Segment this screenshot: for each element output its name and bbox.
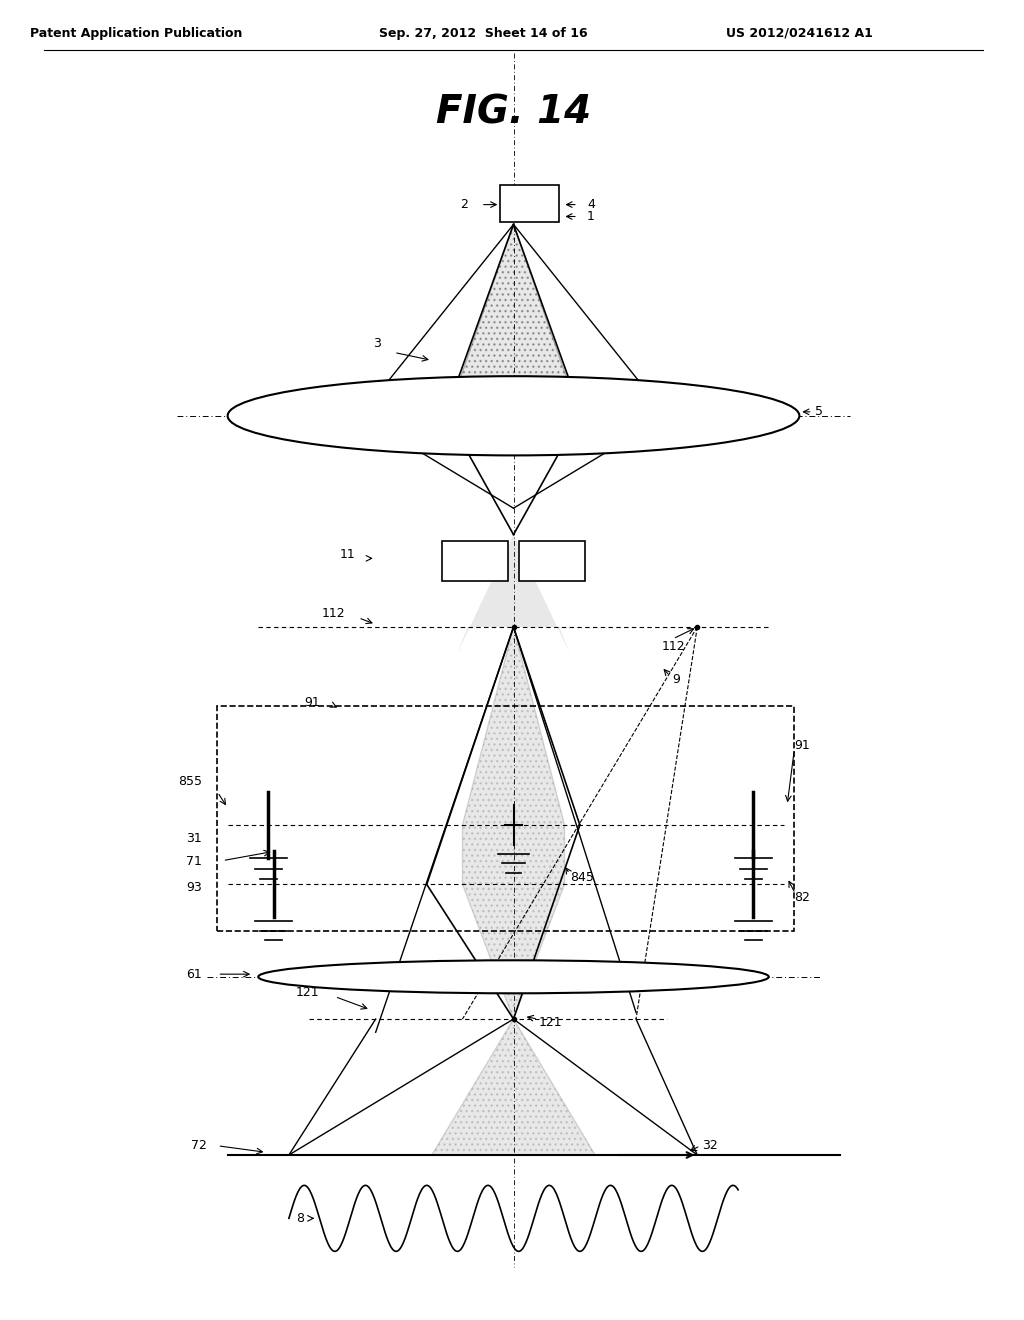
Text: 4: 4 (587, 198, 595, 211)
Text: 855: 855 (178, 775, 202, 788)
Text: 9: 9 (672, 673, 680, 686)
Text: 11: 11 (340, 548, 355, 561)
Polygon shape (458, 535, 569, 653)
Text: 93: 93 (186, 880, 202, 894)
Bar (442, 541, 508, 581)
Text: 5: 5 (815, 405, 822, 418)
Text: 3: 3 (373, 337, 381, 350)
Text: 121: 121 (296, 986, 319, 999)
Text: 8: 8 (296, 1212, 304, 1225)
Text: 61: 61 (186, 968, 202, 981)
Text: 121: 121 (539, 1016, 562, 1030)
Bar (217, 706, 795, 931)
Text: 21: 21 (544, 554, 560, 568)
Text: Sep. 27, 2012  Sheet 14 of 16: Sep. 27, 2012 Sheet 14 of 16 (379, 26, 587, 40)
Text: Patent Application Publication: Patent Application Publication (30, 26, 242, 40)
Text: 845: 845 (569, 871, 594, 884)
Text: 72: 72 (191, 1139, 207, 1152)
Text: 31: 31 (186, 832, 202, 845)
Text: 1: 1 (587, 210, 595, 223)
Text: FIG. 14: FIG. 14 (436, 94, 591, 131)
Text: 71: 71 (186, 855, 202, 869)
Text: 91: 91 (795, 739, 810, 752)
Text: 2: 2 (460, 198, 468, 211)
Text: 112: 112 (662, 640, 685, 653)
Text: US 2012/0241612 A1: US 2012/0241612 A1 (726, 26, 872, 40)
Polygon shape (432, 1019, 595, 1155)
Text: 91: 91 (304, 696, 319, 709)
Text: 23: 23 (467, 554, 483, 568)
Bar (501, 185, 559, 222)
Text: 82: 82 (795, 891, 810, 904)
Text: 112: 112 (322, 607, 345, 620)
Polygon shape (463, 627, 564, 1019)
Bar (518, 541, 585, 581)
Ellipse shape (258, 961, 769, 993)
Polygon shape (447, 224, 580, 416)
Ellipse shape (227, 376, 800, 455)
Text: 32: 32 (702, 1139, 718, 1152)
